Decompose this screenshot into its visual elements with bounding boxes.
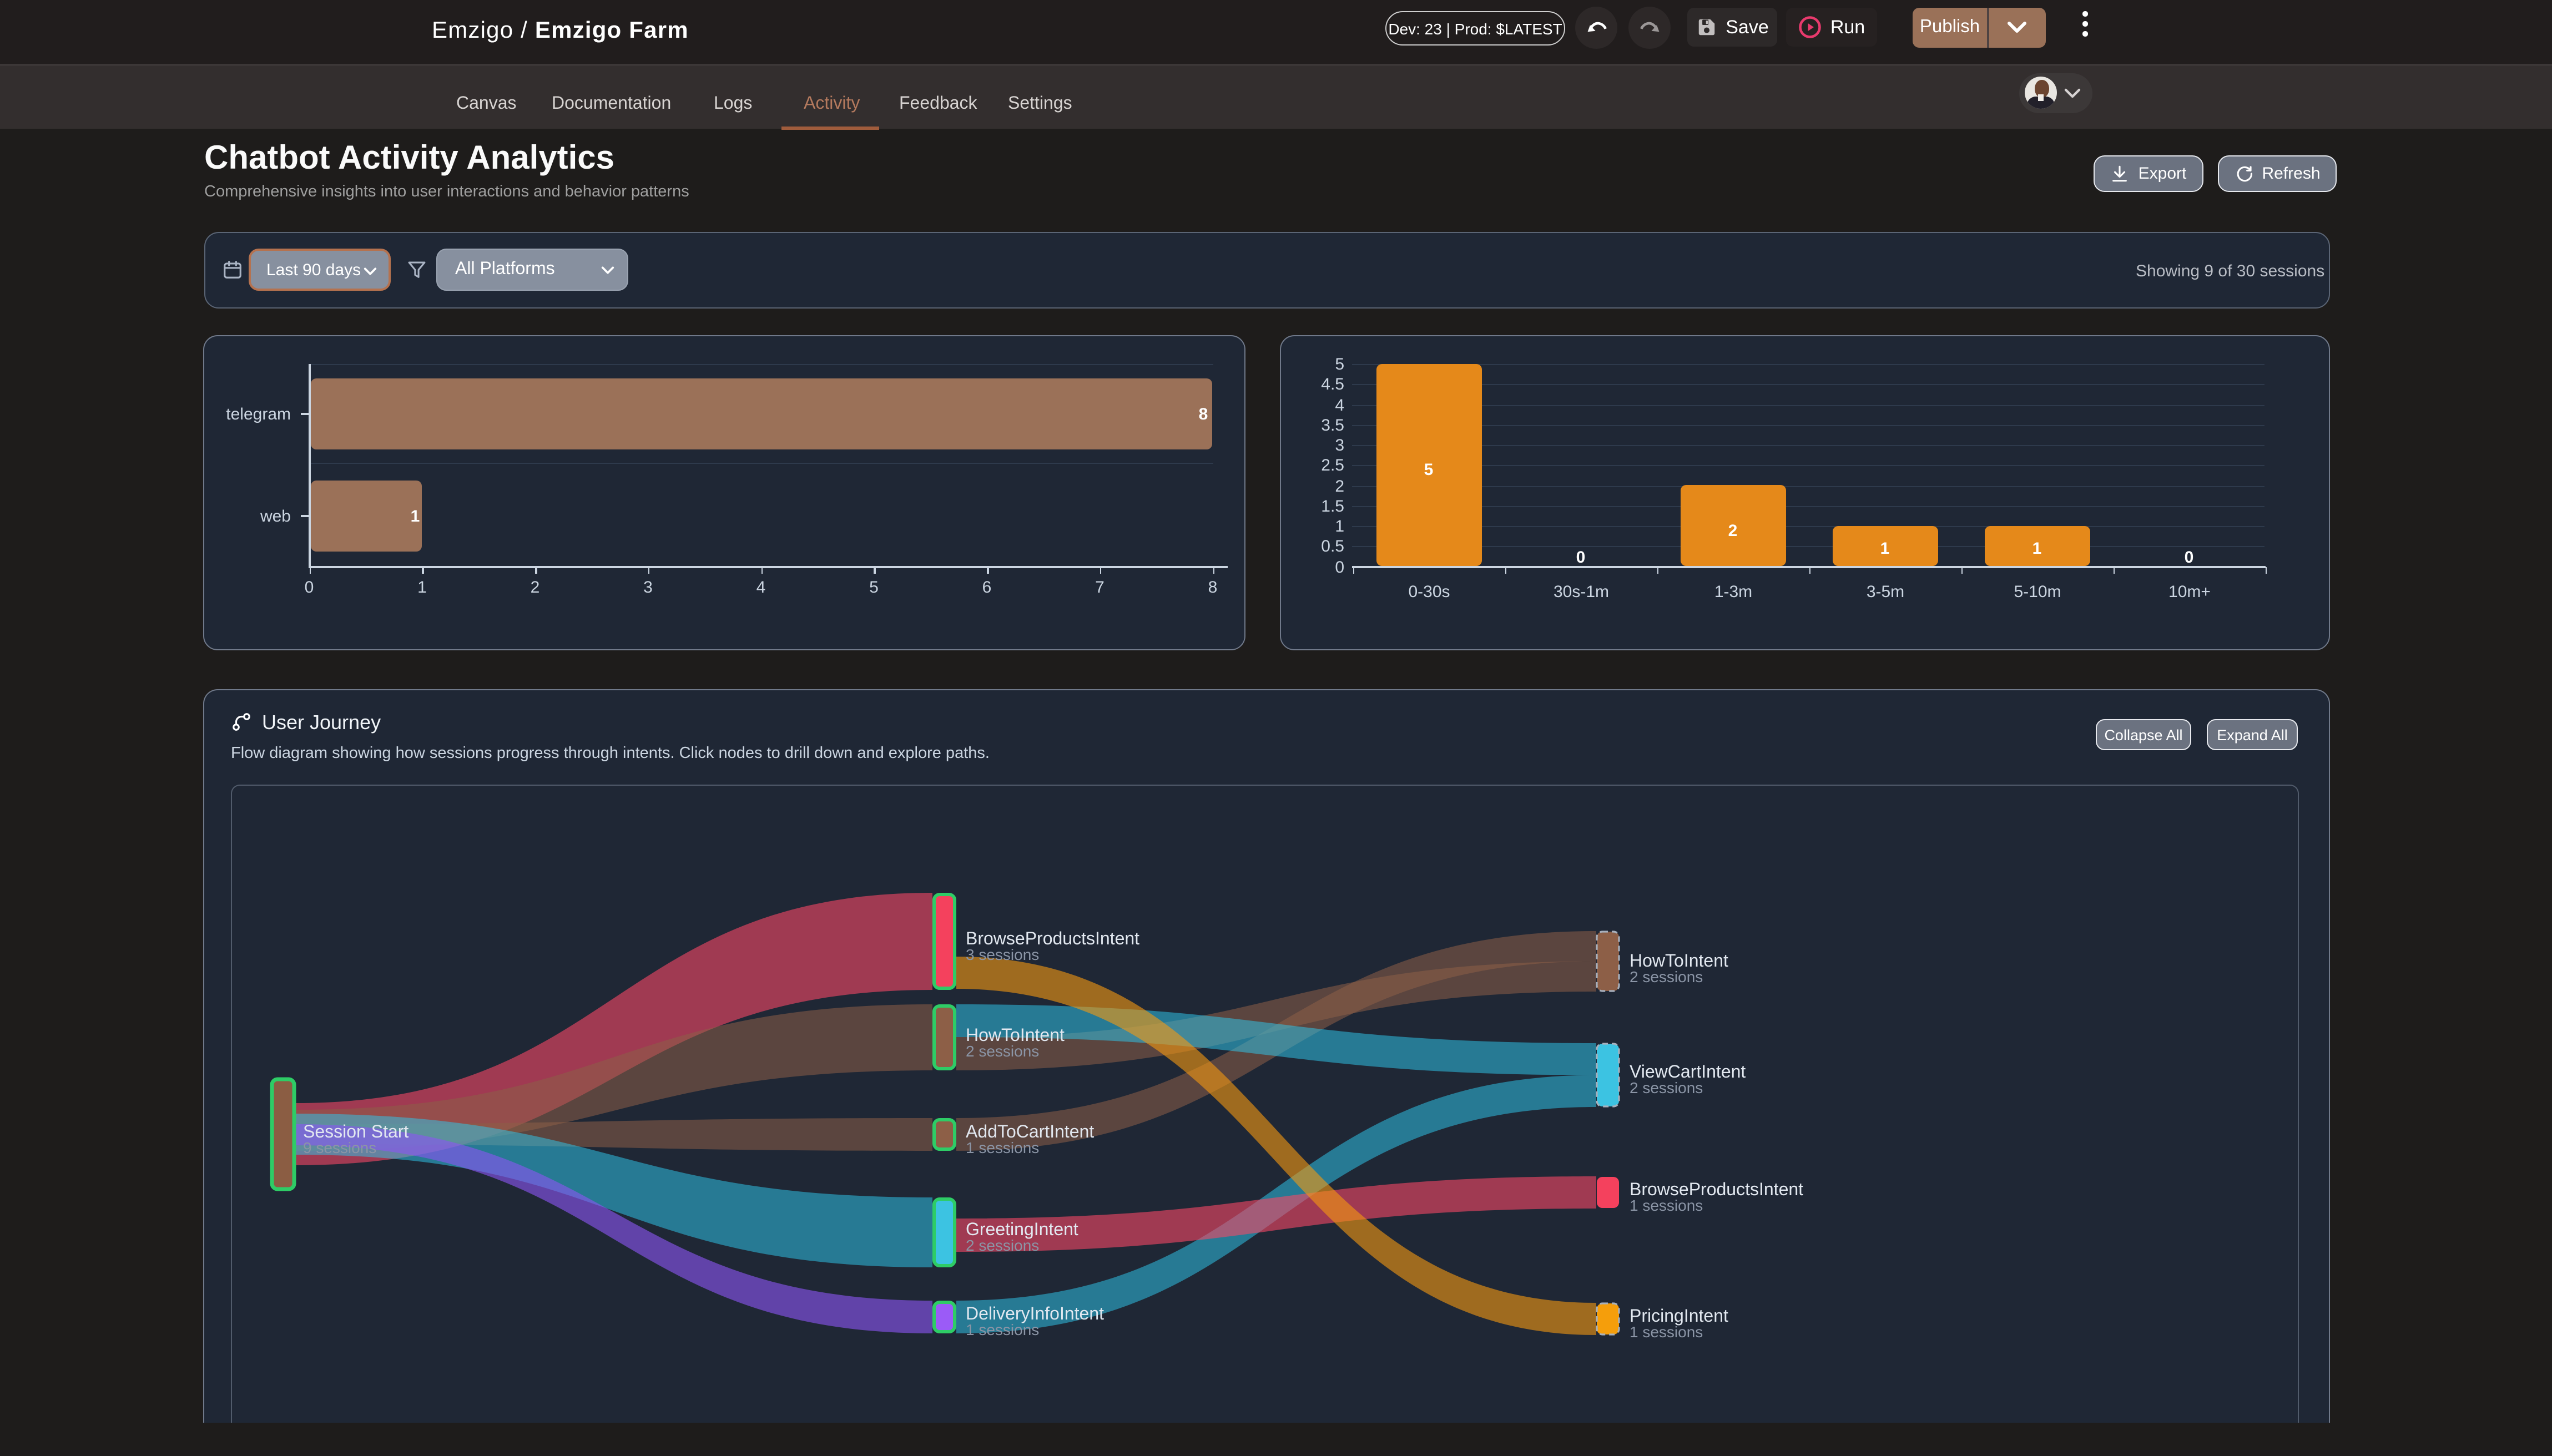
svg-text:3 sessions: 3 sessions <box>966 946 1039 963</box>
svg-text:1 sessions: 1 sessions <box>966 1321 1039 1338</box>
svg-text:9 sessions: 9 sessions <box>303 1139 376 1156</box>
svg-text:2 sessions: 2 sessions <box>966 1237 1039 1254</box>
svg-text:2 sessions: 2 sessions <box>1630 1079 1703 1096</box>
svg-text:2 sessions: 2 sessions <box>1630 968 1703 985</box>
svg-text:Session Start: Session Start <box>303 1121 408 1141</box>
svg-text:1 sessions: 1 sessions <box>1630 1323 1703 1341</box>
svg-text:1 sessions: 1 sessions <box>966 1139 1039 1156</box>
svg-text:BrowseProductsIntent: BrowseProductsIntent <box>1630 1179 1803 1199</box>
svg-text:DeliveryInfoIntent: DeliveryInfoIntent <box>966 1303 1104 1323</box>
svg-text:2 sessions: 2 sessions <box>966 1043 1039 1060</box>
svg-text:1 sessions: 1 sessions <box>1630 1197 1703 1214</box>
svg-text:HowToIntent: HowToIntent <box>1630 951 1728 970</box>
svg-text:PricingIntent: PricingIntent <box>1630 1306 1728 1326</box>
svg-text:AddToCartIntent: AddToCartIntent <box>966 1121 1094 1141</box>
svg-text:HowToIntent: HowToIntent <box>966 1025 1065 1045</box>
svg-text:GreetingIntent: GreetingIntent <box>966 1219 1078 1239</box>
svg-text:BrowseProductsIntent: BrowseProductsIntent <box>966 928 1139 948</box>
svg-text:ViewCartIntent: ViewCartIntent <box>1630 1061 1746 1081</box>
